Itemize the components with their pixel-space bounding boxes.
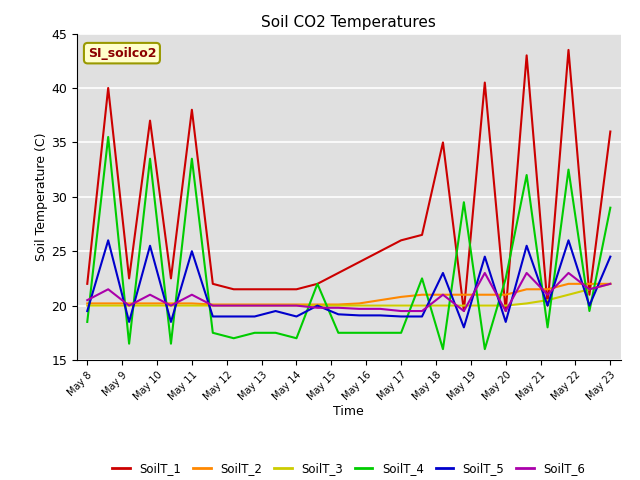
Legend: SoilT_1, SoilT_2, SoilT_3, SoilT_4, SoilT_5, SoilT_6: SoilT_1, SoilT_2, SoilT_3, SoilT_4, Soil… (108, 457, 590, 480)
X-axis label: Time: Time (333, 405, 364, 418)
Title: Soil CO2 Temperatures: Soil CO2 Temperatures (261, 15, 436, 30)
Text: SI_soilco2: SI_soilco2 (88, 47, 156, 60)
Y-axis label: Soil Temperature (C): Soil Temperature (C) (35, 132, 49, 261)
